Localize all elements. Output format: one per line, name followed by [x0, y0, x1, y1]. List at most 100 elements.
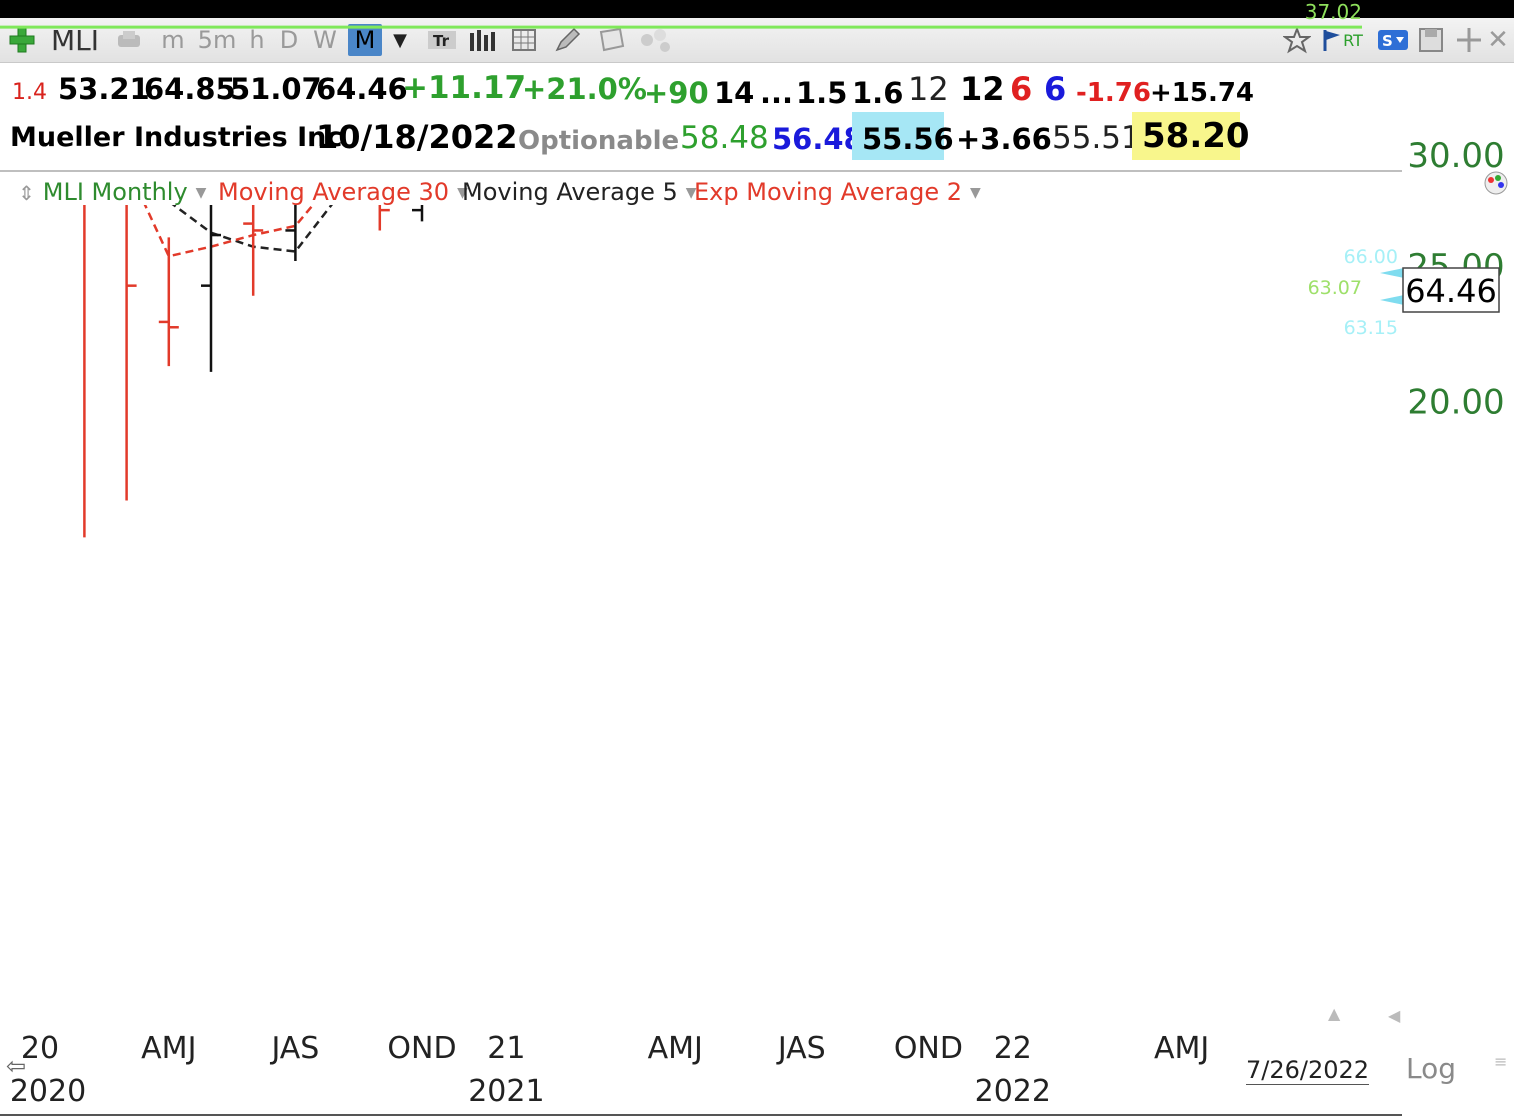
time-tick-label: 22 — [994, 1031, 1032, 1066]
star-icon[interactable] — [1282, 24, 1312, 56]
time-tick-label: JAS — [269, 1031, 319, 1066]
pencil-icon[interactable] — [550, 24, 584, 56]
low-price: 51.07 — [230, 72, 322, 106]
stat-9: +15.74 — [1150, 78, 1255, 108]
ohlc-bar[interactable] — [496, 36, 516, 88]
timeframe-month[interactable]: M — [348, 24, 382, 56]
stat-2: 1.5 — [796, 76, 848, 110]
chart-toolbar: MLI m 5m h D W M ▼ Tr RT S ✕ — [0, 18, 1514, 63]
price-level-1: 58.48 — [680, 120, 769, 156]
time-tick-label: AMJ — [141, 1031, 196, 1066]
chevron-down-icon: ▼ — [970, 185, 981, 201]
price-level-2: 56.48 — [772, 122, 864, 156]
resize-icon[interactable]: ≡ — [1494, 1052, 1508, 1071]
timeframe-week[interactable]: W — [313, 26, 337, 54]
open-price: 53.21 — [58, 72, 150, 106]
log-scale-toggle[interactable]: Log — [1406, 1052, 1457, 1085]
stat-7: 6 — [1044, 70, 1067, 108]
price-change-percent: +21.0% — [522, 72, 647, 106]
color-palette-icon[interactable] — [1482, 170, 1510, 200]
rt-label: RT — [1343, 30, 1363, 50]
time-tick-label: OND — [894, 1031, 963, 1066]
stock-screener-icon[interactable]: S — [1376, 24, 1410, 56]
link-icon[interactable] — [112, 24, 146, 56]
timeframe-hour[interactable]: h — [249, 26, 265, 54]
ohlc-bar[interactable] — [117, 176, 137, 501]
ohlc-bar[interactable] — [454, 24, 474, 175]
ohlc-bar[interactable] — [370, 129, 390, 231]
ohlc-bar[interactable] — [412, 135, 432, 222]
ohlc-bar[interactable] — [243, 145, 264, 296]
price-marker-icon — [1380, 295, 1404, 305]
ohlc-bar[interactable] — [285, 165, 305, 262]
ohlc-bar[interactable] — [201, 180, 221, 372]
timeframe-day[interactable]: D — [279, 26, 299, 54]
rt-flag-button[interactable]: RT — [1316, 24, 1368, 56]
ohlc-bar[interactable] — [539, 0, 559, 70]
price-level-3-highlight — [852, 112, 944, 160]
quote-date: 10/18/2022 — [316, 118, 518, 156]
price-tag-label: 63.07 — [1308, 277, 1362, 299]
text-tool-icon[interactable]: Tr — [424, 24, 460, 56]
chevron-down-icon: ▼ — [685, 185, 697, 201]
stat-4: 12 — [908, 70, 949, 108]
scroll-left-icon[interactable]: ◀ — [1388, 1006, 1401, 1025]
legend-ma5[interactable]: Moving Average 5 ▼ — [462, 178, 697, 206]
grid-settings-icon[interactable] — [508, 24, 542, 56]
stat-ellipsis: ... — [760, 76, 794, 110]
rs-rating: +90 — [644, 76, 709, 110]
stat-6: 6 — [1010, 70, 1033, 108]
bar-style-icon[interactable] — [464, 24, 498, 56]
price-level-6: 58.20 — [1142, 116, 1250, 156]
timeframe-minute[interactable]: m — [161, 26, 185, 54]
timeframe-5minute[interactable]: 5m — [197, 26, 237, 54]
price-level-4: +3.66 — [956, 122, 1052, 156]
price-level-3: 55.56 — [862, 122, 954, 156]
price-tick-label: 40.00 — [1407, 0, 1504, 1]
time-tick-label: OND — [387, 1031, 456, 1066]
ma5-line — [171, 205, 333, 253]
chevron-down-icon: ▼ — [457, 185, 468, 201]
high-price: 64.85 — [144, 72, 236, 106]
time-tick-label: AMJ — [1154, 1031, 1209, 1066]
ohlc-bar[interactable] — [158, 237, 179, 367]
price-level-6-highlight — [1132, 112, 1240, 160]
company-name: Mueller Industries Inc — [10, 122, 343, 153]
note-icon[interactable] — [594, 24, 630, 56]
quote-row-1: 1.4 53.21 64.85 51.07 64.46 +11.17 +21.0… — [0, 68, 1514, 112]
svg-text:Tr: Tr — [433, 32, 450, 50]
time-tick-label: 20 — [21, 1031, 59, 1066]
legend-series[interactable]: ⇕ MLI Monthly ▼ — [18, 178, 207, 206]
scroll-up-icon[interactable]: ▲ — [1328, 1004, 1341, 1023]
drag-handle-icon[interactable]: ⇕ — [18, 181, 35, 205]
legend-ma30[interactable]: Moving Average 30 ▼ — [218, 178, 468, 206]
save-icon[interactable] — [1414, 24, 1448, 56]
stat-5: 12 — [960, 70, 1005, 108]
price-tick-label: 20.00 — [1407, 383, 1504, 423]
price-marker-icon — [1380, 268, 1404, 278]
time-tick-label: JAS — [776, 1031, 826, 1066]
ohlc-bar[interactable] — [74, 70, 94, 538]
ohlc-bar[interactable] — [32, 88, 52, 155]
legend-ema2[interactable]: Exp Moving Average 2 ▼ — [694, 178, 981, 206]
price-tag-label: 63.15 — [1344, 317, 1398, 339]
ohlc-bar[interactable] — [0, 88, 10, 112]
window-title-bar — [0, 0, 1514, 18]
bubbles-icon[interactable] — [636, 24, 676, 56]
stat-3: 1.6 — [852, 76, 904, 110]
timeframe-dropdown-icon[interactable]: ▼ — [393, 29, 407, 51]
year-tick-label: 2022 — [975, 1074, 1051, 1109]
ohlc-bar[interactable] — [328, 108, 348, 201]
ohlc-bar[interactable] — [581, 0, 601, 72]
symbol-input[interactable]: MLI — [50, 23, 99, 57]
price-level-5: 55.51 — [1052, 120, 1141, 156]
horizontal-level-label: 37.02 — [1305, 0, 1362, 24]
time-tick-label: 21 — [487, 1031, 525, 1066]
flag-icon — [1323, 30, 1341, 51]
svg-text:S: S — [1382, 32, 1393, 50]
relative-strength-ratio: 1.4 — [12, 80, 47, 105]
scroll-back-icon[interactable]: ⇦ — [6, 1052, 27, 1080]
move-icon[interactable] — [1454, 24, 1484, 56]
close-icon[interactable]: ✕ — [1487, 25, 1509, 55]
